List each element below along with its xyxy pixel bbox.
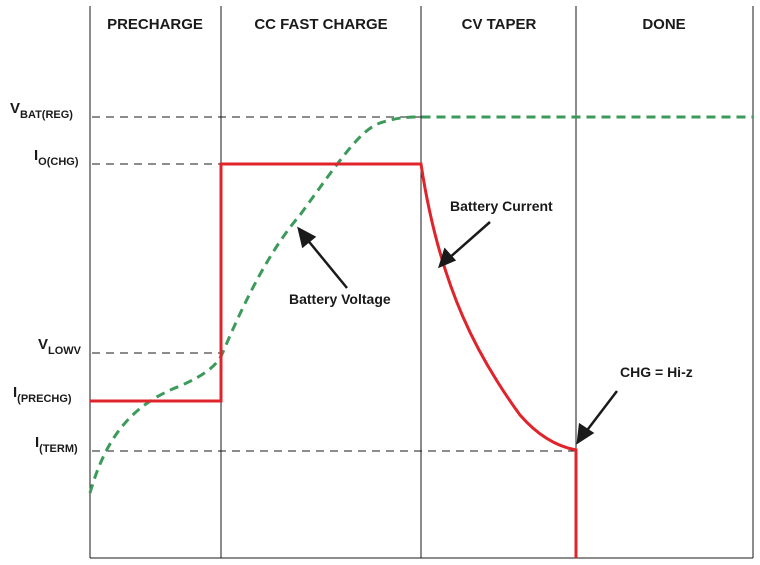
arrow-head-battery-voltage bbox=[297, 226, 317, 249]
annotation-arrows bbox=[297, 221, 618, 445]
reference-lines bbox=[92, 116, 576, 452]
phase-label-cc-fast-charge: CC FAST CHARGE bbox=[254, 16, 387, 33]
level-label-vlowv: VLOWV bbox=[38, 336, 82, 357]
annotation-battery-current: Battery Current bbox=[450, 198, 553, 214]
annotation-chg-status: CHG = Hi-z bbox=[620, 364, 693, 380]
diagram-frame bbox=[89, 6, 754, 559]
arrow-head-battery-current bbox=[437, 247, 457, 269]
arrow-chg-status bbox=[584, 390, 618, 434]
level-label-io-chg: IO(CHG) bbox=[34, 147, 79, 168]
phase-label-cv-taper: CV TAPER bbox=[462, 16, 537, 33]
battery-current-curve bbox=[90, 162, 578, 558]
level-label-iterm: I(TERM) bbox=[35, 434, 78, 455]
phase-label-done: DONE bbox=[642, 16, 685, 33]
level-label-vbat-reg: VBAT(REG) bbox=[10, 100, 73, 121]
phase-label-precharge: PRECHARGE bbox=[107, 16, 203, 33]
arrow-battery-current bbox=[447, 221, 491, 260]
annotation-battery-voltage: Battery Voltage bbox=[289, 291, 391, 307]
battery-voltage-curve bbox=[88, 115, 753, 494]
arrow-battery-voltage bbox=[305, 237, 348, 289]
level-label-iprechg: I(PRECHG) bbox=[13, 384, 72, 405]
arrow-head-chg-status bbox=[576, 422, 595, 445]
